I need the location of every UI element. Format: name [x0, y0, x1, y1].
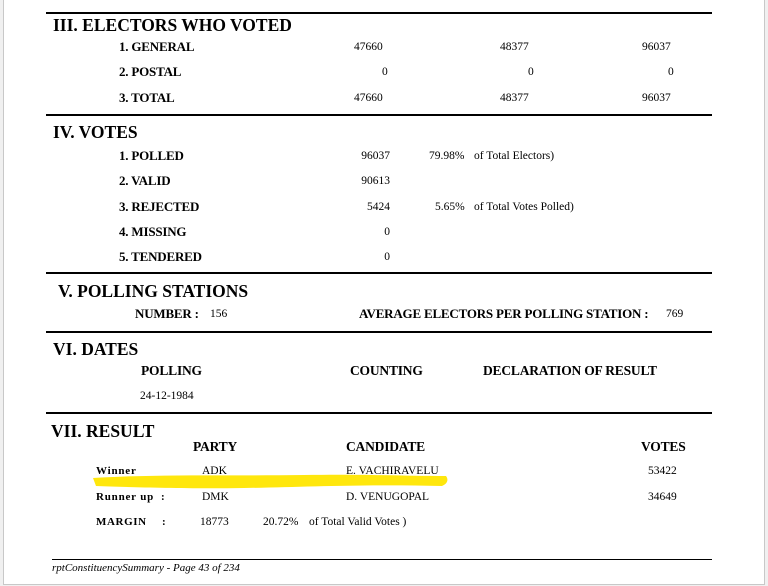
electors-row-value: 47660 [354, 41, 383, 53]
votes-row-value: 5424 [367, 201, 390, 213]
margin-label: MARGIN [96, 516, 147, 528]
votes-row-label: 3. REJECTED [119, 199, 200, 214]
votes-row-value: 0 [384, 251, 390, 263]
votes-row-value: 0 [384, 226, 390, 238]
electors-row-value: 48377 [500, 92, 529, 104]
votes-column-header: VOTES [641, 439, 686, 454]
section-divider [46, 412, 712, 414]
votes-row-percent: 79.98% [429, 150, 465, 162]
winner-party: ADK [202, 465, 227, 477]
votes-row-label: 2. VALID [119, 173, 171, 188]
electors-row-label: 3. TOTAL [119, 90, 175, 105]
polling-number-value: 156 [210, 308, 228, 320]
votes-row-label: 1. POLLED [119, 148, 184, 163]
runner-up-party: DMK [202, 491, 229, 503]
polling-number-label: NUMBER : [135, 306, 199, 321]
party-column-header: PARTY [193, 439, 238, 454]
counting-date-header: COUNTING [350, 363, 423, 378]
polling-date-header: POLLING [141, 363, 202, 378]
section-divider [46, 12, 712, 14]
runner-up-colon: : [161, 491, 165, 503]
polling-date-value: 24-12-1984 [140, 390, 194, 402]
margin-percent: 20.72% [263, 516, 299, 528]
report-page: III. ELECTORS WHO VOTED 1. GENERAL 47660… [3, 0, 765, 585]
electors-row-value: 47660 [354, 92, 383, 104]
avg-electors-value: 769 [666, 308, 684, 320]
votes-row-label: 4. MISSING [119, 224, 187, 239]
declaration-date-header: DECLARATION OF RESULT [483, 363, 657, 378]
footer-divider [52, 559, 712, 560]
page-footer: rptConstituencySummary - Page 43 of 234 [52, 562, 240, 574]
winner-candidate: E. VACHIRAVELU [346, 465, 439, 477]
runner-up-candidate: D. VENUGOPAL [346, 491, 430, 503]
candidate-column-header: CANDIDATE [346, 439, 425, 454]
votes-row-note: of Total Electors) [474, 150, 555, 162]
votes-row-value: 90613 [361, 175, 390, 187]
electors-section-title: III. ELECTORS WHO VOTED [53, 15, 292, 35]
runner-up-votes: 34649 [648, 491, 677, 503]
votes-row-label: 5. TENDERED [119, 249, 202, 264]
highlight-stroke [93, 474, 448, 489]
electors-row-value: 96037 [642, 92, 671, 104]
winner-votes: 53422 [648, 465, 677, 477]
votes-row-note: of Total Votes Polled) [474, 201, 574, 213]
margin-value: 18773 [200, 516, 229, 528]
electors-row-value: 0 [668, 66, 674, 78]
margin-colon: : [162, 516, 166, 528]
avg-electors-label: AVERAGE ELECTORS PER POLLING STATION : [359, 306, 649, 321]
votes-row-percent: 5.65% [435, 201, 465, 213]
yellow-highlight-mark [93, 474, 448, 489]
votes-row-value: 96037 [361, 150, 390, 162]
margin-note: of Total Valid Votes ) [309, 516, 407, 528]
electors-row-value: 0 [382, 66, 388, 78]
winner-label: Winner [96, 465, 137, 477]
electors-row-value: 96037 [642, 41, 671, 53]
section-divider [46, 272, 712, 274]
electors-row-value: 48377 [500, 41, 529, 53]
dates-section-title: VI. DATES [53, 339, 139, 359]
runner-up-label: Runner up [96, 491, 155, 503]
electors-row-label: 2. POSTAL [119, 64, 182, 79]
section-divider [46, 331, 712, 333]
votes-section-title: IV. VOTES [53, 122, 138, 142]
section-divider [46, 114, 712, 116]
result-section-title: VII. RESULT [51, 421, 155, 441]
electors-row-label: 1. GENERAL [119, 39, 195, 54]
electors-row-value: 0 [528, 66, 534, 78]
polling-section-title: V. POLLING STATIONS [58, 281, 249, 301]
